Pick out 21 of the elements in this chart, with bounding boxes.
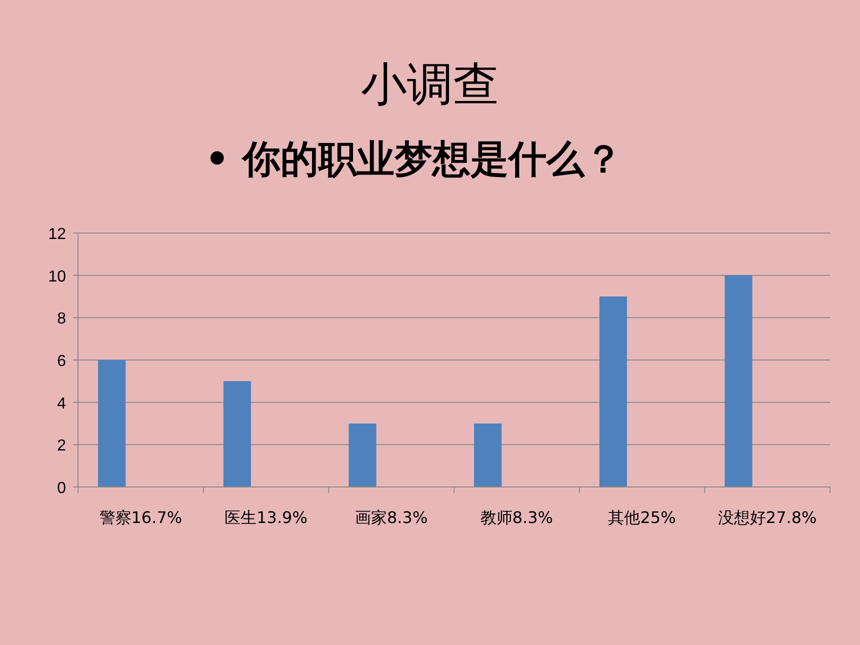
- x-tick-label: 画家8.3%: [355, 508, 428, 527]
- y-tick-label: 2: [57, 438, 66, 455]
- chart-title: 小调查: [361, 57, 499, 111]
- x-tick-label: 教师8.3%: [480, 508, 553, 527]
- y-tick-label: 12: [48, 226, 66, 243]
- y-tick-label: 0: [57, 480, 66, 497]
- y-tick-label: 10: [48, 268, 66, 286]
- x-tick-label: 没想好27.8%: [718, 508, 817, 527]
- y-tick-label: 8: [57, 310, 66, 328]
- bar: [599, 296, 627, 487]
- x-tick-label: 其他25%: [608, 508, 676, 527]
- bar: [724, 275, 752, 487]
- y-tick-label: 6: [57, 353, 66, 370]
- x-tick-label: 医生13.9%: [224, 508, 308, 527]
- bar: [348, 424, 376, 487]
- chart-subtitle: • 你的职业梦想是什么？: [205, 137, 623, 181]
- y-tick-label: 4: [57, 395, 66, 412]
- x-tick-label: 警察16.7%: [99, 508, 182, 527]
- bar: [98, 360, 126, 487]
- bar: [223, 381, 251, 487]
- bar: [474, 424, 502, 487]
